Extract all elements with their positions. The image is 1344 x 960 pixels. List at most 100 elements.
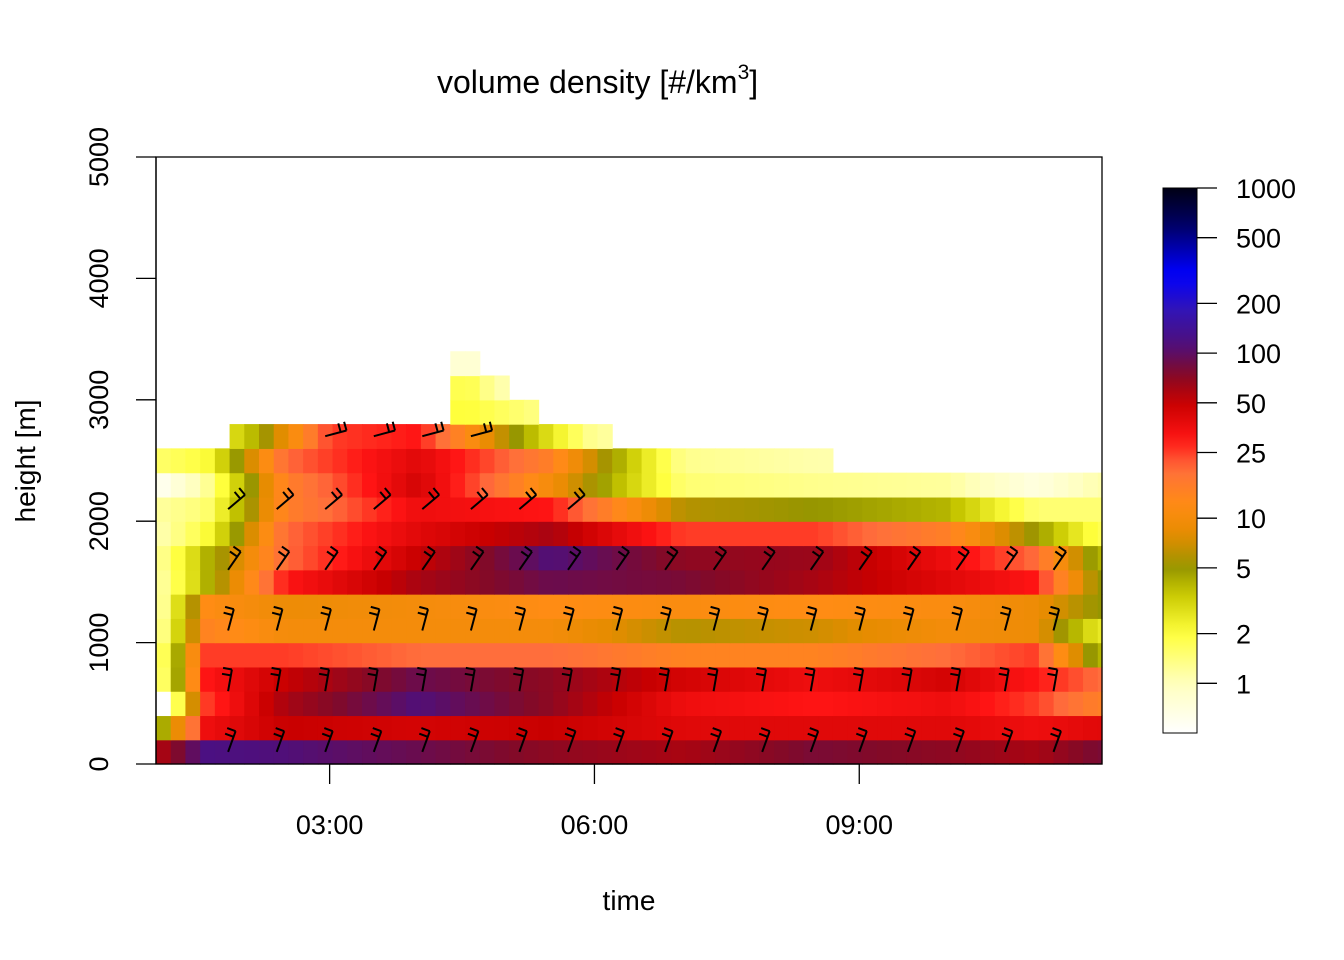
heatmap-cell xyxy=(347,739,363,765)
heatmap-cell xyxy=(862,569,878,595)
heatmap-cell xyxy=(877,739,893,765)
heatmap-cell xyxy=(1083,521,1099,547)
heatmap-cell xyxy=(214,521,231,547)
heatmap-cell xyxy=(347,715,363,741)
heatmap-cell xyxy=(891,496,908,522)
heatmap-cell xyxy=(685,545,702,571)
heatmap-cell xyxy=(259,666,275,692)
heatmap-cell xyxy=(244,424,260,449)
heatmap-cell xyxy=(759,691,775,717)
heatmap-cell xyxy=(641,739,657,765)
heatmap-cell xyxy=(229,691,245,717)
heatmap-cell xyxy=(435,545,451,571)
heatmap-cell xyxy=(435,691,451,717)
heatmap-cell xyxy=(494,594,510,619)
heatmap-cell xyxy=(229,448,245,474)
heatmap-cell xyxy=(170,472,187,498)
wind-barb xyxy=(466,605,478,631)
heatmap-cell xyxy=(509,448,525,474)
heatmap-cell xyxy=(523,521,540,547)
heatmap-cell xyxy=(156,618,172,644)
heatmap-cell xyxy=(715,472,731,498)
heatmap-cell xyxy=(347,666,363,692)
heatmap-cell xyxy=(641,715,657,741)
heatmap-cell xyxy=(347,642,363,668)
heatmap-cell xyxy=(391,569,407,595)
heatmap-cell xyxy=(626,545,643,571)
heatmap-cell xyxy=(259,618,275,644)
heatmap-cell xyxy=(729,448,746,474)
heatmap-cell xyxy=(317,521,334,547)
heatmap-cell xyxy=(553,715,569,741)
heatmap-cell xyxy=(656,496,672,522)
heatmap-cell xyxy=(862,618,878,644)
heatmap-cell xyxy=(788,472,805,498)
heatmap-cell xyxy=(465,351,481,377)
heatmap-cell xyxy=(214,472,231,498)
heatmap-cell xyxy=(1024,618,1040,644)
heatmap-cell xyxy=(420,618,437,644)
wind-barb xyxy=(707,666,719,692)
heatmap-cell xyxy=(450,569,466,595)
heatmap-cell xyxy=(832,569,849,595)
wind-barb xyxy=(273,727,286,753)
heatmap-cell xyxy=(494,618,510,644)
heatmap-cell xyxy=(494,642,510,668)
heatmap-cell xyxy=(715,521,731,547)
colorbar-tick-label: 50 xyxy=(1236,389,1266,419)
heatmap-cell xyxy=(1083,472,1099,498)
wind-barb xyxy=(464,666,476,692)
heatmap-cell xyxy=(391,496,407,522)
heatmap-cell xyxy=(259,496,275,522)
heatmap-cell xyxy=(671,594,687,619)
heatmap-cell xyxy=(332,496,348,522)
heatmap-cell xyxy=(509,545,525,571)
heatmap-cell xyxy=(538,666,554,692)
heatmap-cell xyxy=(597,691,613,717)
heatmap-cell xyxy=(626,618,643,644)
heatmap-cell xyxy=(1068,739,1084,765)
heatmap-cell xyxy=(494,666,510,692)
heatmap-cell xyxy=(1038,642,1055,668)
heatmap-cell xyxy=(906,715,922,741)
heatmap-cell xyxy=(847,545,863,571)
heatmap-cell xyxy=(626,448,643,474)
wind-barb xyxy=(611,605,624,631)
heatmap-cell xyxy=(759,472,775,498)
heatmap-cell xyxy=(965,666,981,692)
heatmap-cell xyxy=(303,666,319,692)
heatmap-cell xyxy=(200,496,216,522)
heatmap-cell xyxy=(744,496,760,522)
wind-barb xyxy=(417,605,429,631)
heatmap-cell xyxy=(744,666,760,692)
wind-barb xyxy=(761,545,776,571)
heatmap-cell xyxy=(597,618,613,644)
heatmap-cell xyxy=(568,496,584,522)
wind-barb xyxy=(421,545,436,571)
heatmap-cell xyxy=(523,472,540,498)
heatmap-cell xyxy=(1038,715,1055,741)
heatmap-cell xyxy=(465,545,481,571)
heatmap-cell xyxy=(450,666,466,692)
heatmap-cell xyxy=(803,448,819,474)
wind-barb xyxy=(564,727,577,753)
heatmap-cell xyxy=(553,739,569,765)
heatmap-cell xyxy=(406,472,422,498)
heatmap-cell xyxy=(980,472,996,498)
heatmap-cell xyxy=(1068,521,1084,547)
heatmap-cell xyxy=(700,642,716,668)
heatmap-cell xyxy=(494,375,510,401)
heatmap-cell xyxy=(185,642,201,668)
heatmap-cell xyxy=(523,594,540,619)
heatmap-cell xyxy=(170,691,187,717)
heatmap-cell xyxy=(921,569,937,595)
heatmap-cell xyxy=(259,521,275,547)
heatmap-cell xyxy=(509,691,525,717)
heatmap-cell xyxy=(200,618,216,644)
heatmap-cell xyxy=(494,691,510,717)
wind-barb xyxy=(951,605,963,631)
heatmap-cell xyxy=(656,739,672,765)
heatmap-cell xyxy=(700,472,716,498)
heatmap-cell xyxy=(597,594,613,619)
